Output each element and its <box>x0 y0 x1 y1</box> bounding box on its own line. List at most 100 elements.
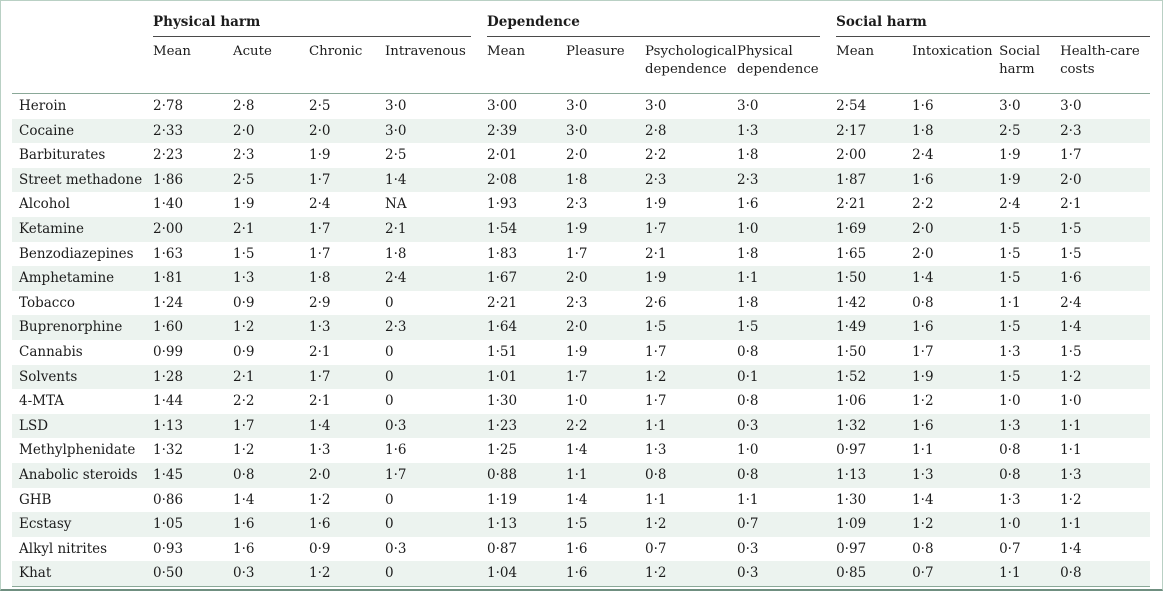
cell-social-harm: 1·5 <box>999 266 1061 291</box>
cell-dependence-psychological: 2·6 <box>645 294 667 311</box>
drug-name-cell: Tobacco <box>19 294 76 311</box>
cell-physical-mean: 1·81 <box>153 266 233 291</box>
row-separator <box>820 488 836 513</box>
drug-name-cell: Street methadone <box>12 167 153 193</box>
cell-physical-intravenous: 1·7 <box>385 462 472 488</box>
group-separator <box>820 8 836 37</box>
group-dependence: Dependence <box>487 8 821 37</box>
cell-social-healthcare-costs: 2·1 <box>1060 196 1082 213</box>
cell-social-healthcare-costs: 1·1 <box>1060 512 1151 537</box>
cell-social-healthcare-costs: 1·6 <box>1060 266 1151 291</box>
cell-social-harm: 1·3 <box>999 343 1021 360</box>
cell-physical-intravenous: 2·4 <box>385 266 472 291</box>
row-separator <box>471 192 487 217</box>
cell-social-mean: 1·87 <box>836 167 913 193</box>
cell-social-harm: 0·8 <box>999 442 1021 459</box>
cell-physical-intravenous: 0 <box>385 343 394 360</box>
cell-social-harm: 1·3 <box>999 413 1061 439</box>
cell-physical-mean: 1·86 <box>153 167 233 193</box>
cell-dependence-psychological: 2·1 <box>645 245 667 262</box>
column-separator <box>471 37 487 93</box>
row-separator <box>471 462 488 488</box>
col-physical-mean: Mean <box>153 44 191 59</box>
cell-dependence-psychological: 2·2 <box>645 147 667 164</box>
cell-dependence-psychological: 1·1 <box>645 491 667 508</box>
row-separator <box>820 266 837 291</box>
cell-physical-mean: 2·33 <box>153 118 233 144</box>
row-separator <box>820 167 837 193</box>
cell-dependence-physical: 1·8 <box>737 147 759 164</box>
cell-physical-chronic: 2·0 <box>309 118 385 144</box>
cell-social-mean: 1·50 <box>836 266 913 291</box>
cell-dependence-physical: 1·8 <box>737 294 759 311</box>
cell-dependence-mean: 2·01 <box>487 147 518 164</box>
row-separator <box>820 118 837 144</box>
table-row: Heroin 2·78 2·8 2·5 3·0 3·00 3·0 3·0 3·0 2·54 1·6 3… <box>12 93 1151 119</box>
table-row: Ecstasy 1·05 1·6 1·6 0 1·13 1·5 1·2 0·7 1·09 1·2 1·… <box>12 512 1151 537</box>
cell-social-healthcare-costs: 1·4 <box>1060 315 1151 340</box>
cell-dependence-psychological: 2·3 <box>645 167 738 193</box>
cell-physical-mean: 1·45 <box>153 462 233 488</box>
cell-dependence-psychological: 1·1 <box>645 413 738 439</box>
cell-social-harm: 0·8 <box>999 462 1061 488</box>
drug-name-cell: GHB <box>19 491 52 508</box>
row-separator <box>471 315 488 340</box>
cell-physical-intravenous: NA <box>385 196 407 213</box>
table-row: Ketamine 2·00 2·1 1·7 2·1 1·54 1·9 1·7 1·0 1·69 2·… <box>12 216 1151 242</box>
col-physical-intravenous: Intravenous <box>385 44 466 59</box>
cell-social-intoxication: 2·4 <box>912 147 934 164</box>
cell-dependence-mean: 1·13 <box>487 512 567 537</box>
cell-physical-acute: 2·1 <box>233 216 309 242</box>
corner-cell <box>12 8 153 37</box>
cell-dependence-mean: 2·39 <box>487 118 567 144</box>
cell-dependence-physical: 0·3 <box>737 561 821 587</box>
col-dependence-mean: Mean <box>487 44 526 59</box>
cell-physical-intravenous: 2·5 <box>385 147 407 164</box>
table-row: Solvents 1·28 2·1 1·7 0 1·01 1·7 1·2 0·1 1·52 1·9 1… <box>12 364 1151 390</box>
row-separator <box>820 192 836 217</box>
cell-social-intoxication: 2·0 <box>912 216 1000 242</box>
cell-dependence-mean: 1·25 <box>487 442 518 459</box>
cell-social-healthcare-costs: 3·0 <box>1060 93 1151 119</box>
drug-name-cell: Amphetamine <box>12 266 153 291</box>
cell-physical-intravenous: 0 <box>385 512 472 537</box>
cell-physical-chronic: 1·8 <box>309 266 385 291</box>
row-separator <box>820 389 836 414</box>
cell-dependence-pleasure: 1·4 <box>566 442 588 459</box>
cell-social-mean: 2·17 <box>836 118 913 144</box>
row-separator <box>471 364 488 390</box>
col-dependence-psychological: Psychological dependence <box>645 44 737 77</box>
cell-physical-mean: 2·23 <box>153 147 184 164</box>
cell-physical-chronic: 1·7 <box>309 245 331 262</box>
row-separator <box>471 413 488 439</box>
cell-social-intoxication: 1·1 <box>912 442 934 459</box>
cell-social-mean: 2·00 <box>836 147 867 164</box>
col-dependence-pleasure: Pleasure <box>566 44 625 59</box>
cell-physical-acute: 0·8 <box>233 462 309 488</box>
cell-dependence-mean: 1·83 <box>487 245 518 262</box>
cell-social-intoxication: 1·3 <box>912 462 1000 488</box>
cell-physical-chronic: 2·5 <box>309 93 385 119</box>
cell-dependence-physical: 0·3 <box>737 540 759 557</box>
cell-dependence-pleasure: 2·2 <box>566 413 646 439</box>
cell-social-harm: 1·1 <box>999 561 1061 587</box>
cell-physical-chronic: 2·0 <box>309 462 385 488</box>
row-separator <box>471 389 487 414</box>
row-separator <box>471 340 487 365</box>
drug-name-cell: Cocaine <box>12 118 153 144</box>
cell-physical-acute: 1·2 <box>233 442 255 459</box>
cell-social-harm: 2·5 <box>999 118 1061 144</box>
cell-social-intoxication: 1·6 <box>912 167 1000 193</box>
cell-physical-mean: 1·40 <box>153 196 184 213</box>
table-row: GHB 0·86 1·4 1·2 0 1·19 1·4 1·1 1·1 1·30 1·4 1·3 1·2 <box>12 488 1150 513</box>
cell-dependence-pleasure: 3·0 <box>566 118 646 144</box>
cell-dependence-mean: 1·30 <box>487 393 518 410</box>
row-separator <box>471 93 488 119</box>
cell-physical-chronic: 1·4 <box>309 413 385 439</box>
row-separator <box>471 167 488 193</box>
row-separator <box>471 537 487 562</box>
cell-dependence-physical: 1·0 <box>737 442 759 459</box>
cell-physical-acute: 1·9 <box>233 196 255 213</box>
cell-social-mean: 1·69 <box>836 216 913 242</box>
drug-name-cell: Khat <box>12 561 153 587</box>
